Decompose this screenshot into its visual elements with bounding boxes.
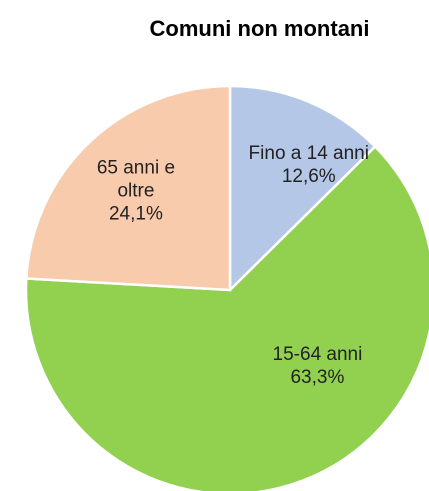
slice-label: 15-64 anni 63,3% [273, 343, 363, 389]
category-label: Fino a 14 anni [248, 143, 369, 165]
slice-label: Fino a 14 anni 12,6% [249, 142, 369, 188]
pie-slice [24, 144, 429, 491]
value-label: 12,6% [281, 166, 336, 188]
value-label: 24,1% [108, 203, 163, 225]
chart-title: Comuni non montani [149, 16, 370, 41]
value-label: 63,3% [290, 366, 345, 388]
pie-slice [25, 84, 232, 292]
category-label: 65 anni e oltre [96, 157, 176, 202]
slice-label: 65 anni e oltre 24,1% [91, 157, 181, 226]
category-label: 15-64 anni [272, 343, 363, 365]
pie-slice [228, 84, 377, 293]
